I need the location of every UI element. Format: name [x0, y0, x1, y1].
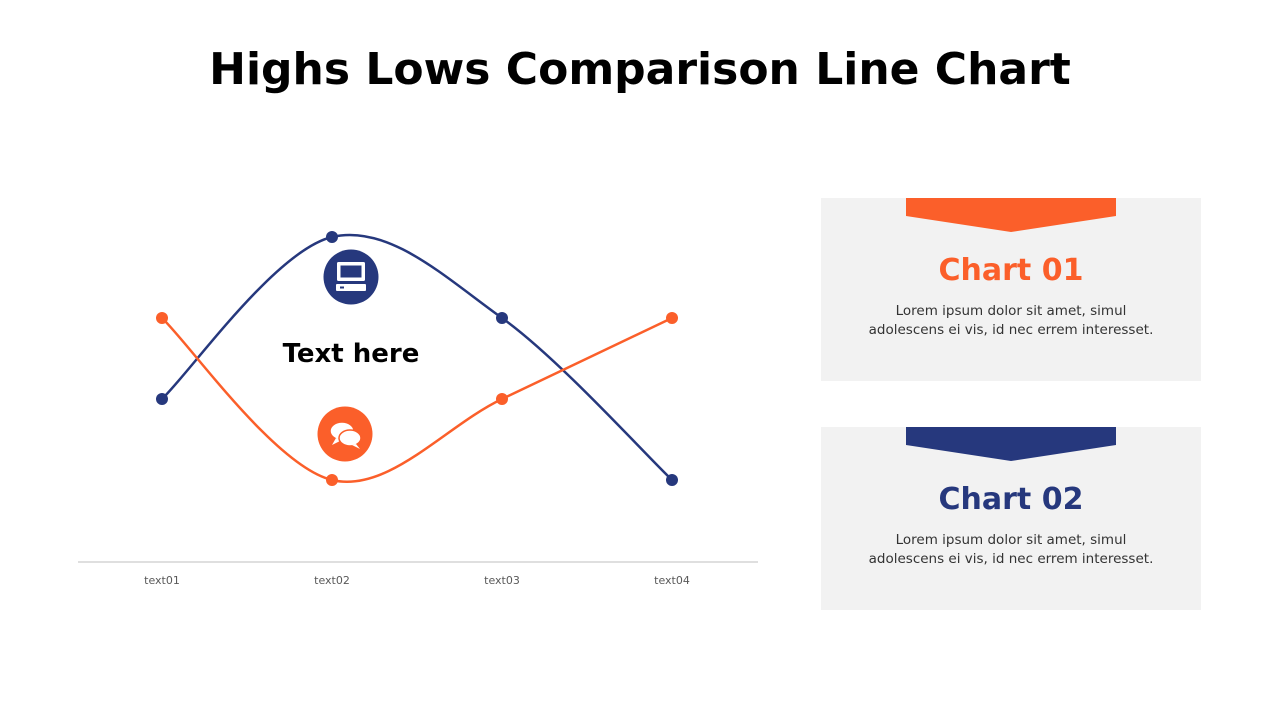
chart-annotation: Text here	[283, 339, 420, 369]
page-title: Highs Lows Comparison Line Chart	[209, 44, 1071, 95]
x-tick-label: text04	[654, 574, 690, 587]
panel-chart-01: Chart 01 Lorem ipsum dolor sit amet, sim…	[821, 198, 1201, 381]
series-line-1	[161, 233, 673, 481]
data-point	[496, 312, 508, 324]
panel-chart-02: Chart 02 Lorem ipsum dolor sit amet, sim…	[821, 427, 1201, 610]
panel-body: Lorem ipsum dolor sit amet, simul adoles…	[868, 303, 1154, 338]
data-point	[326, 474, 338, 486]
data-point	[666, 474, 678, 486]
data-point	[326, 231, 338, 243]
computer-icon	[323, 249, 379, 305]
panel-tab-navy	[906, 427, 1116, 461]
data-point	[156, 312, 168, 324]
panel-title: Chart 01	[938, 253, 1084, 288]
data-point	[666, 312, 678, 324]
x-tick-label: text03	[484, 574, 520, 587]
series-line-2	[161, 316, 673, 483]
x-tick-label: text01	[144, 574, 180, 587]
panel-tab-orange	[906, 198, 1116, 232]
data-point	[496, 393, 508, 405]
x-tick-labels: text01 text02 text03 text04	[144, 574, 690, 587]
speech-bubble-icon	[317, 406, 373, 462]
panel-body: Lorem ipsum dolor sit amet, simul adoles…	[868, 532, 1154, 567]
data-point	[156, 393, 168, 405]
line-chart: text01 text02 text03 text04 Text here	[78, 231, 758, 587]
x-tick-label: text02	[314, 574, 350, 587]
panel-title: Chart 02	[938, 482, 1084, 517]
series-layer	[156, 231, 678, 486]
